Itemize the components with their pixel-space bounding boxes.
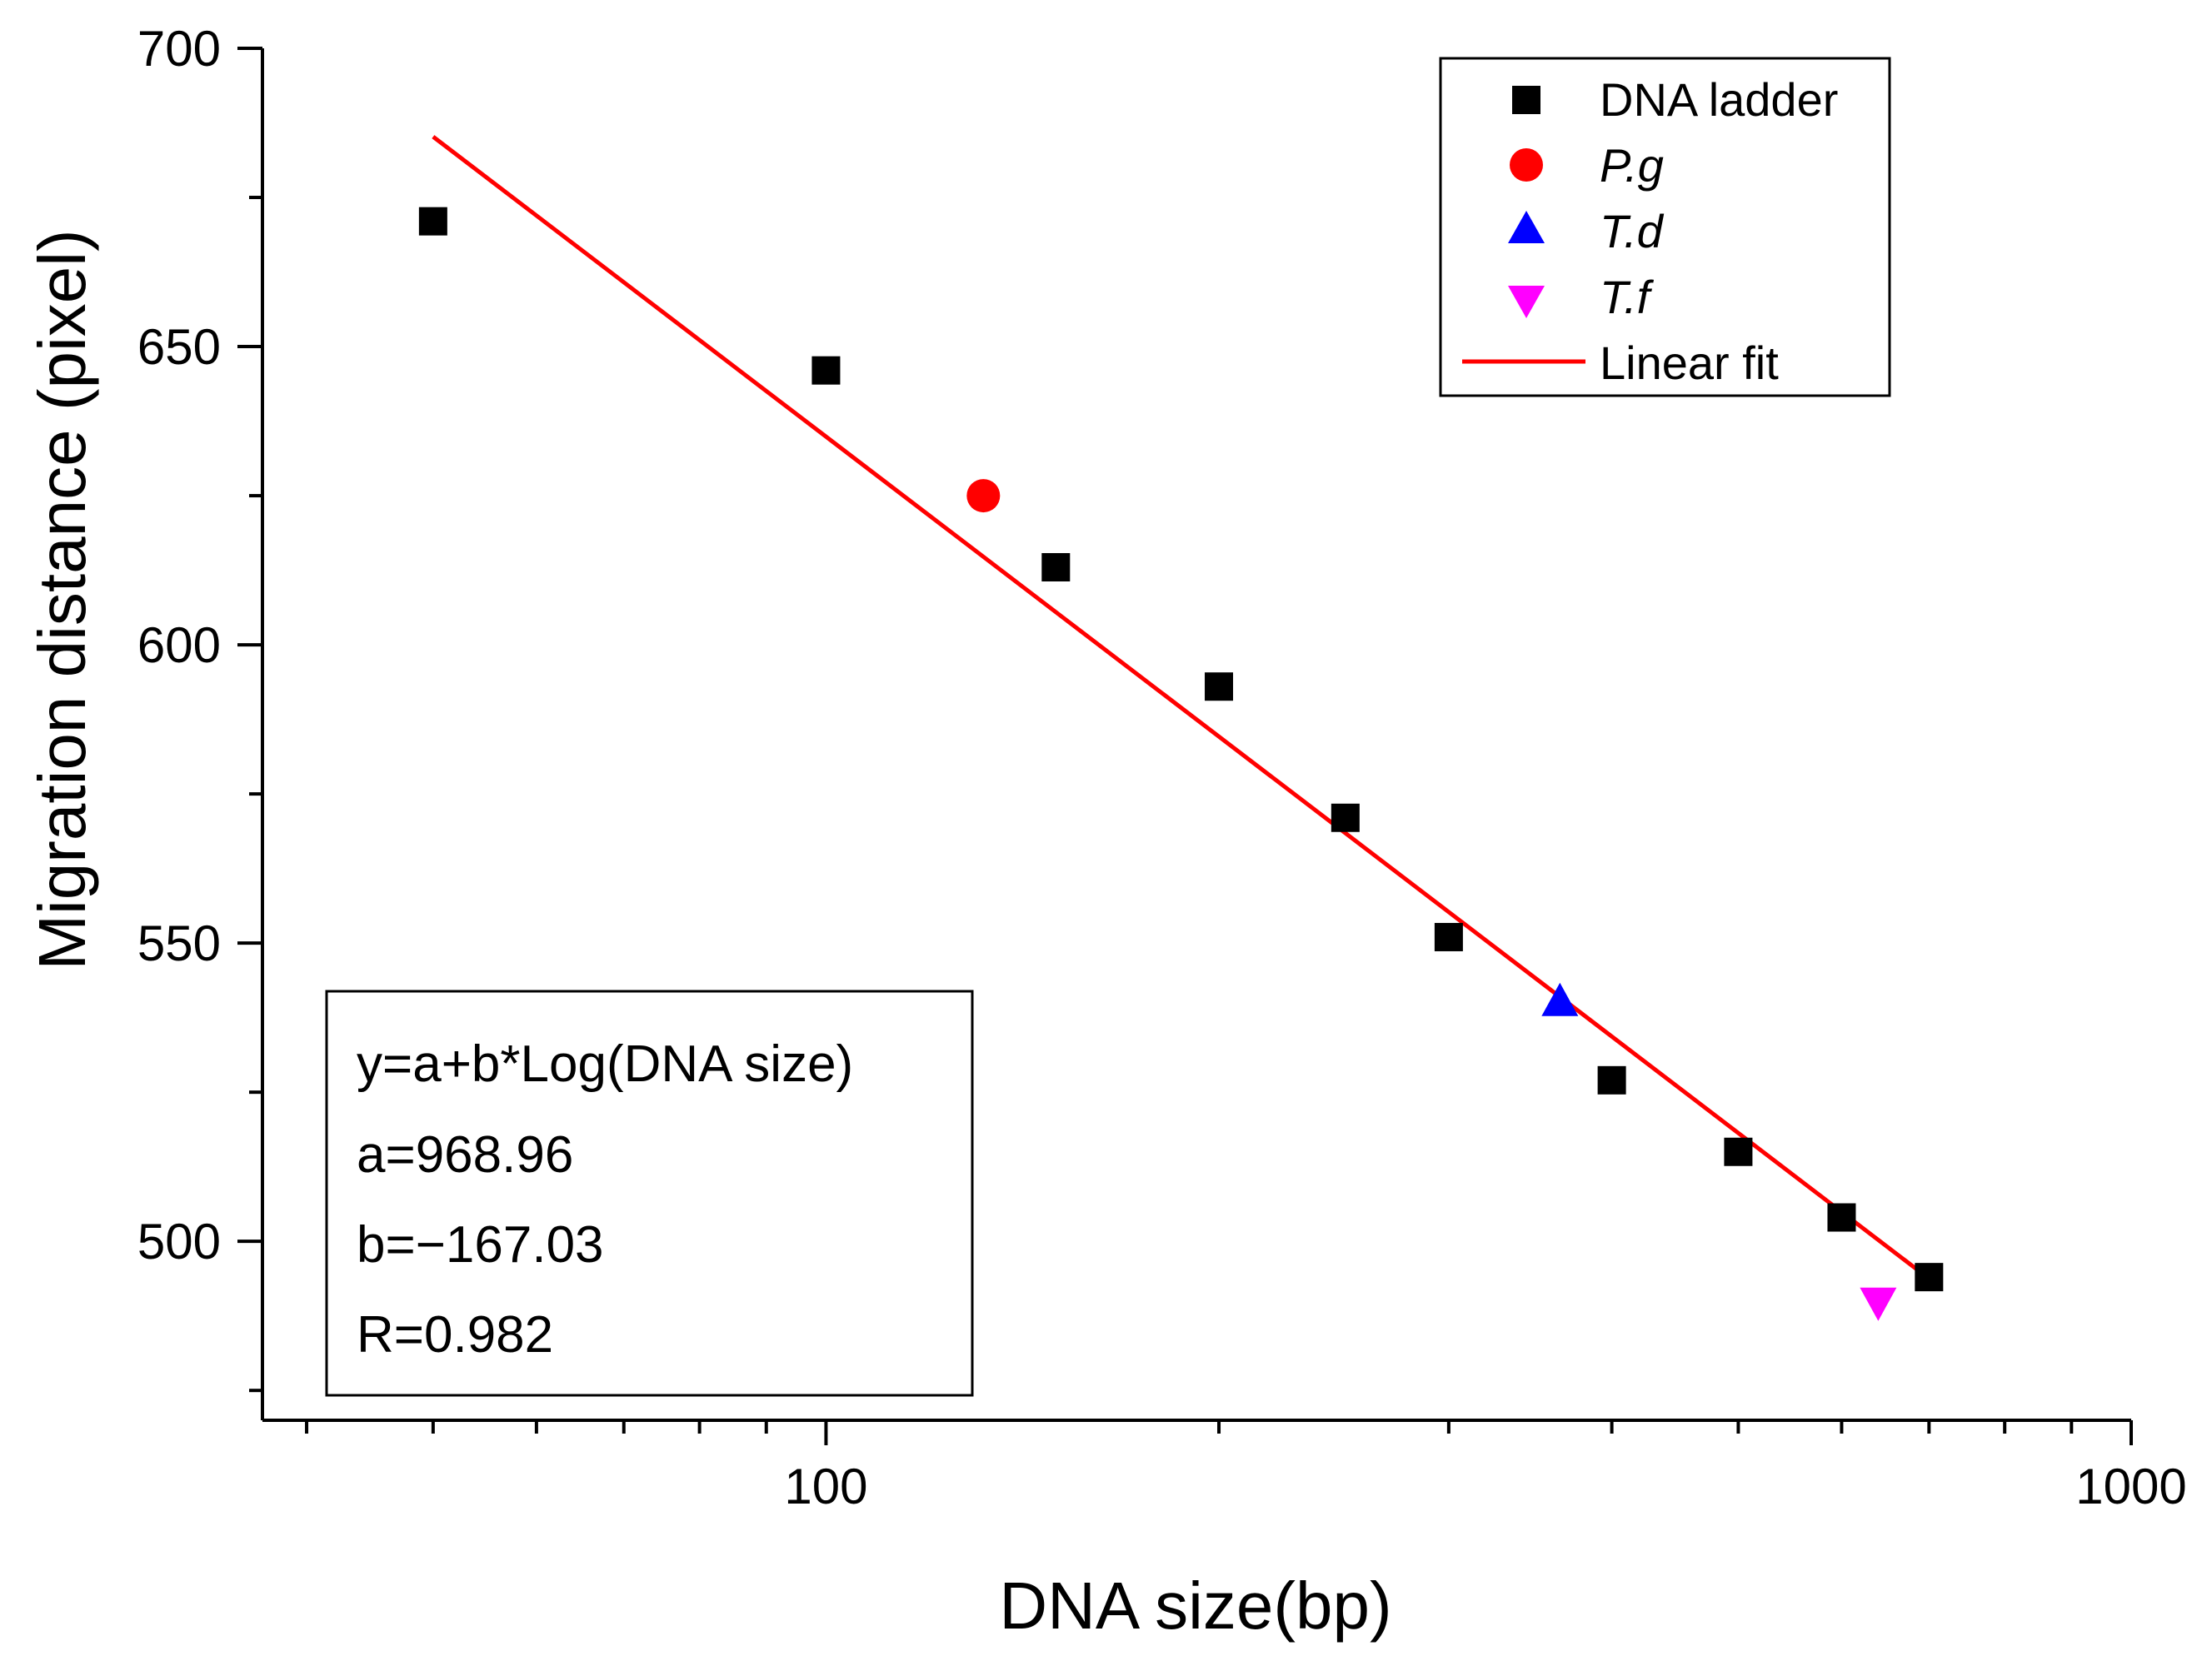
legend-label-dna-ladder: DNA ladder: [1600, 73, 1838, 126]
dna-ladder-point: [1597, 1065, 1626, 1095]
legend-label-pg: P.g: [1600, 139, 1664, 192]
legend-label-td: T.d: [1600, 205, 1665, 257]
y-tick-label: 600: [137, 617, 221, 673]
legend-marker-pg: [1510, 148, 1543, 182]
t-d-point: [1541, 982, 1579, 1016]
y-tick-label: 500: [137, 1214, 221, 1269]
dna-ladder-point: [1041, 552, 1071, 581]
dna-ladder-point: [1434, 922, 1463, 951]
dna-ladder-point: [1827, 1203, 1856, 1232]
dna-ladder-point: [1205, 672, 1234, 701]
dna-ladder-point: [811, 356, 841, 385]
equation-a: a=968.96: [357, 1126, 573, 1184]
legend-marker-tf: [1508, 286, 1545, 318]
fit-line: [432, 135, 1930, 1280]
equation-box: y=a+b*Log(DNA size) a=968.96 b=−167.03 R…: [325, 990, 974, 1397]
y-tick-label: 650: [137, 319, 221, 375]
fit-layer: [432, 135, 1930, 1280]
legend-marker-td: [1508, 211, 1545, 243]
t-f-point: [1860, 1287, 1897, 1321]
y-tick-label: 700: [137, 21, 221, 77]
legend-label-tf: T.f: [1600, 271, 1655, 323]
equation-b: b=−167.03: [357, 1216, 604, 1274]
equation-r: R=0.982: [357, 1306, 553, 1364]
dna-ladder-point: [1724, 1137, 1753, 1166]
legend-label-fit: Linear fit: [1600, 337, 1779, 389]
x-tick-label: 100: [784, 1459, 867, 1514]
points-layer: [418, 207, 1944, 1321]
legend: DNA ladder P.g T.d T.f Linear fit: [1439, 57, 1891, 397]
axes: 500 550 600 650 700 100 1000: [137, 21, 2187, 1514]
y-tick-label: 550: [137, 915, 221, 971]
equation-frame: [325, 990, 974, 1397]
y-axis-title: Migration distance (pixel): [25, 229, 99, 970]
dna-ladder-point: [1331, 803, 1360, 832]
dna-ladder-point: [1915, 1263, 1944, 1292]
x-tick-label: 1000: [2075, 1459, 2186, 1514]
dna-ladder-point: [418, 207, 447, 236]
legend-frame: [1439, 57, 1891, 397]
equation-formula: y=a+b*Log(DNA size): [357, 1035, 853, 1093]
p-g-point: [966, 479, 1001, 513]
x-axis-title: DNA size(bp): [999, 1569, 1391, 1643]
legend-marker-dna-ladder: [1512, 86, 1540, 114]
